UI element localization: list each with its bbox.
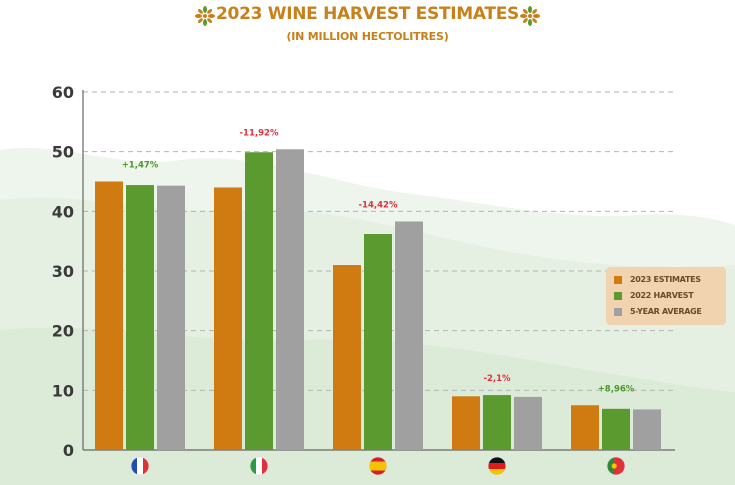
legend-label-estimates: 2023 ESTIMATES [630,275,701,284]
y-tick-label: 0 [63,441,74,460]
bar-harvest [126,185,154,450]
chart-subtitle: (IN MILLION HECTOLITRES) [286,30,449,43]
y-tick-label: 40 [52,202,74,221]
y-tick-label: 20 [52,322,74,341]
flower-ornament-right-icon [520,6,540,26]
y-tick-label: 30 [52,262,74,281]
change-label: -14,42% [359,200,398,210]
bar-estimates [333,265,361,450]
bar-average [514,396,542,450]
flower-ornament-left-icon [195,6,215,26]
legend-swatch-harvest [614,292,622,300]
legend-swatch-average [614,308,622,316]
change-label: -11,92% [240,128,279,138]
chart-legend: 2023 ESTIMATES 2022 HARVEST 5-YEAR AVERA… [606,267,726,325]
bar-estimates [571,405,599,450]
bar-harvest [602,408,630,450]
france-flag-icon [130,456,150,476]
spain-flag-icon [368,456,388,476]
bar-estimates [95,181,123,450]
italy-flag-icon [249,456,269,476]
legend-label-average: 5-YEAR AVERAGE [630,307,702,316]
portugal-flag-icon [606,456,626,476]
bar-average [157,185,185,450]
bar-harvest [245,152,273,450]
bar-average [276,149,304,450]
change-label: +8,96% [598,384,635,394]
y-tick-label: 10 [52,381,74,400]
change-label: +1,47% [122,161,159,171]
y-tick-label: 60 [52,83,74,102]
change-label: -2,1% [483,374,511,384]
bar-average [395,221,423,450]
legend-label-harvest: 2022 HARVEST [630,291,694,300]
bar-average [633,409,661,450]
y-tick-label: 50 [52,143,74,162]
legend-swatch-estimates [614,276,622,284]
bar-harvest [483,395,511,450]
bar-harvest [364,234,392,450]
chart-title: 2023 WINE HARVEST ESTIMATES [216,4,519,24]
bar-estimates [214,187,242,450]
germany-flag-icon [487,456,507,476]
bar-estimates [452,396,480,450]
